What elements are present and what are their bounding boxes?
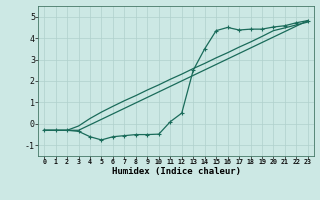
X-axis label: Humidex (Indice chaleur): Humidex (Indice chaleur) (111, 167, 241, 176)
